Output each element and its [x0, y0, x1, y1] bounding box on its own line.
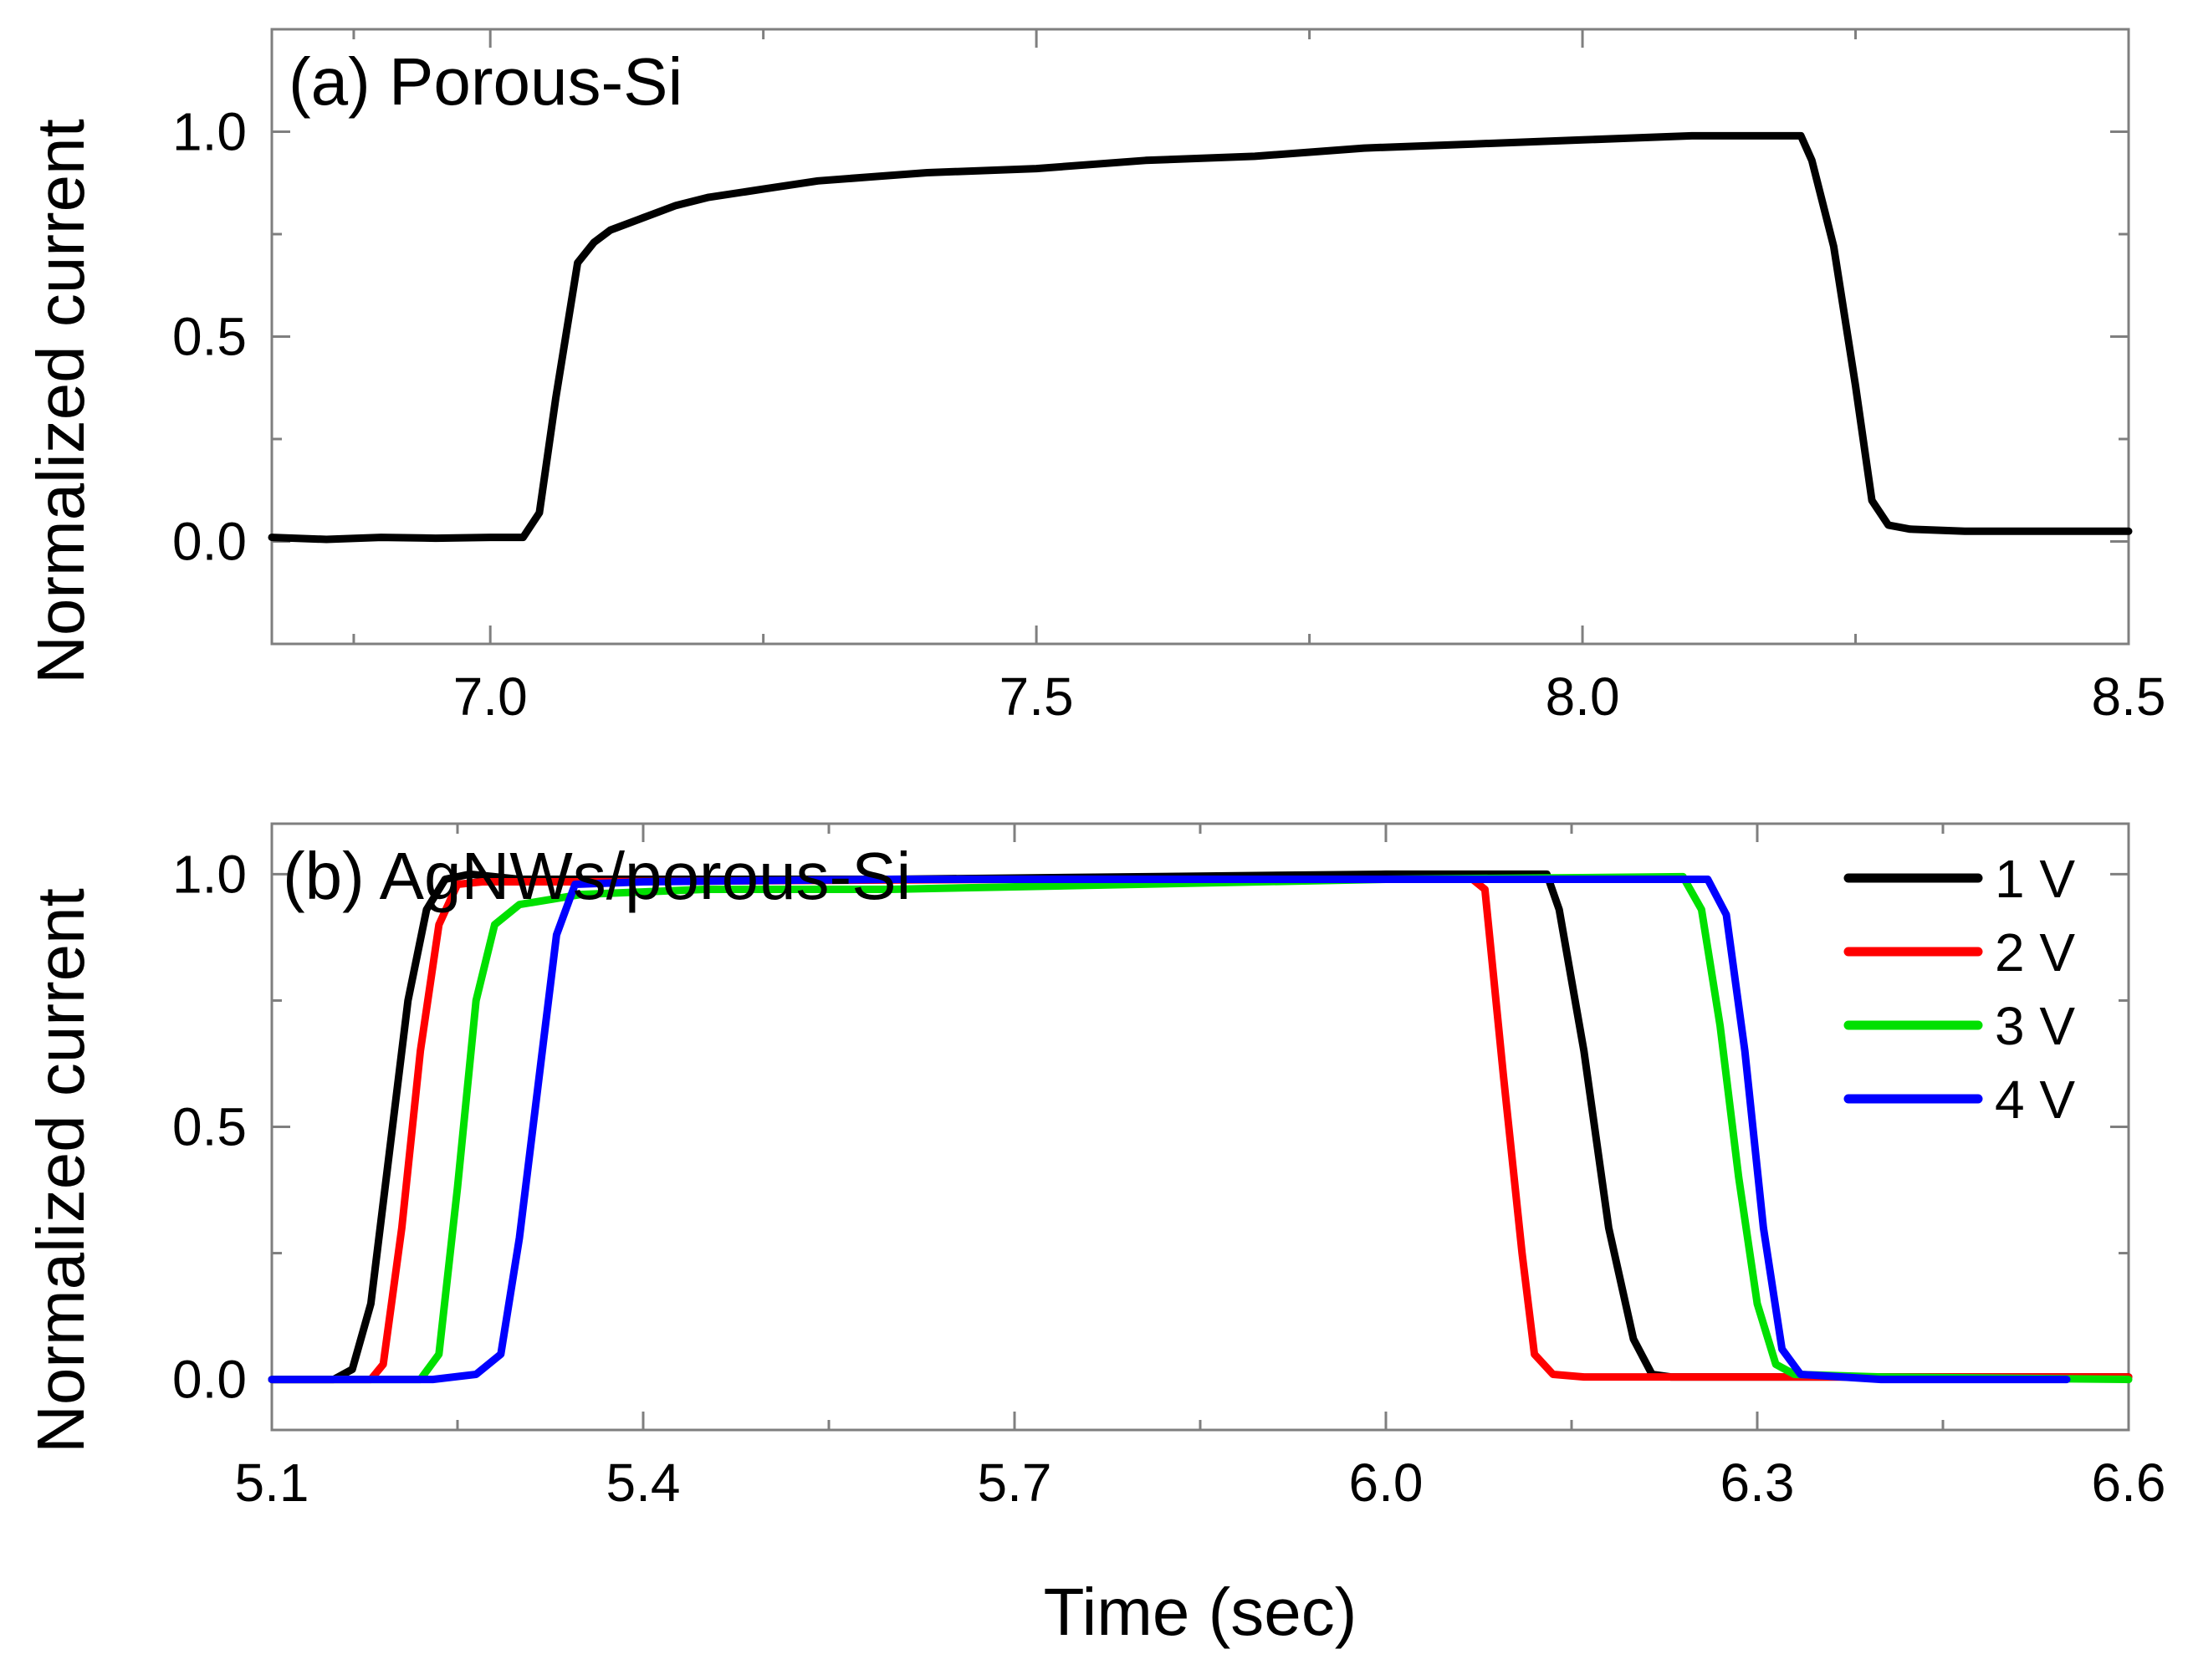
x-tick-label: 6.6 [2092, 1453, 2166, 1513]
y-tick-label: 0.0 [172, 512, 247, 572]
panel-b-legend: 1 V 2 V 3 V 4 V [1843, 849, 2075, 1130]
y-tick-label: 0.5 [172, 307, 247, 367]
panel-a-tick-labels: 7.0 7.5 8.0 8.5 0.0 0.5 1.0 [172, 102, 2165, 728]
x-tick-label: 5.1 [235, 1453, 309, 1513]
legend-label: 4 V [1995, 1070, 2075, 1130]
y-tick-label: 0.0 [172, 1350, 247, 1410]
legend-item: 4 V [1843, 1070, 2075, 1130]
legend-item: 1 V [1843, 849, 2075, 909]
y-tick-label: 1.0 [172, 102, 247, 162]
x-tick-label: 6.0 [1349, 1453, 1424, 1513]
series-line-porous-si [268, 131, 2133, 544]
x-tick-label: 8.5 [2092, 666, 2166, 727]
series-line-3-v [268, 872, 2133, 1384]
panel-b-y-axis-label: Normalized current [23, 888, 98, 1453]
panel-a-ticks [270, 28, 2130, 646]
panel-b-title: (b) AgNWs/porous-Si [283, 839, 911, 913]
x-tick-label: 6.3 [1720, 1453, 1795, 1513]
panel-a-porous-si: 7.0 7.5 8.0 8.5 0.0 0.5 1.0 (a) Porous-Si Norm… [23, 28, 2165, 728]
panel-b-plot-frame [270, 822, 2130, 1432]
x-tick-label: 5.4 [606, 1453, 681, 1513]
panel-b-agnws-porous-si: 5.1 5.4 5.7 6.0 6.3 6.6 0.0 0.5 1.0 (b) AgNWs/po… [23, 822, 2165, 1649]
y-tick-label: 0.5 [172, 1097, 247, 1157]
panel-a-title: (a) Porous-Si [289, 44, 682, 119]
panel-b-tick-labels: 5.1 5.4 5.7 6.0 6.3 6.6 0.0 0.5 1.0 [172, 844, 2165, 1513]
x-tick-label: 5.7 [978, 1453, 1052, 1513]
panel-a-y-axis-label: Normalized current [23, 119, 98, 684]
x-tick-label: 7.0 [453, 666, 528, 727]
legend-label: 2 V [1995, 922, 2075, 983]
x-axis-label-time: Time (sec) [1044, 1575, 1357, 1649]
panel-b-ticks [270, 824, 2130, 1430]
x-tick-label: 7.5 [999, 666, 1074, 727]
panel-a-data-lines [268, 131, 2133, 544]
legend-label: 1 V [1995, 849, 2075, 909]
panel-b-data-lines [268, 870, 2133, 1384]
legend-item: 2 V [1843, 922, 2075, 983]
series-line-4-v [268, 876, 2071, 1384]
x-tick-label: 8.0 [1546, 666, 1620, 727]
legend-item: 3 V [1843, 996, 2075, 1056]
legend-label: 3 V [1995, 996, 2075, 1056]
y-tick-label: 1.0 [172, 844, 247, 904]
